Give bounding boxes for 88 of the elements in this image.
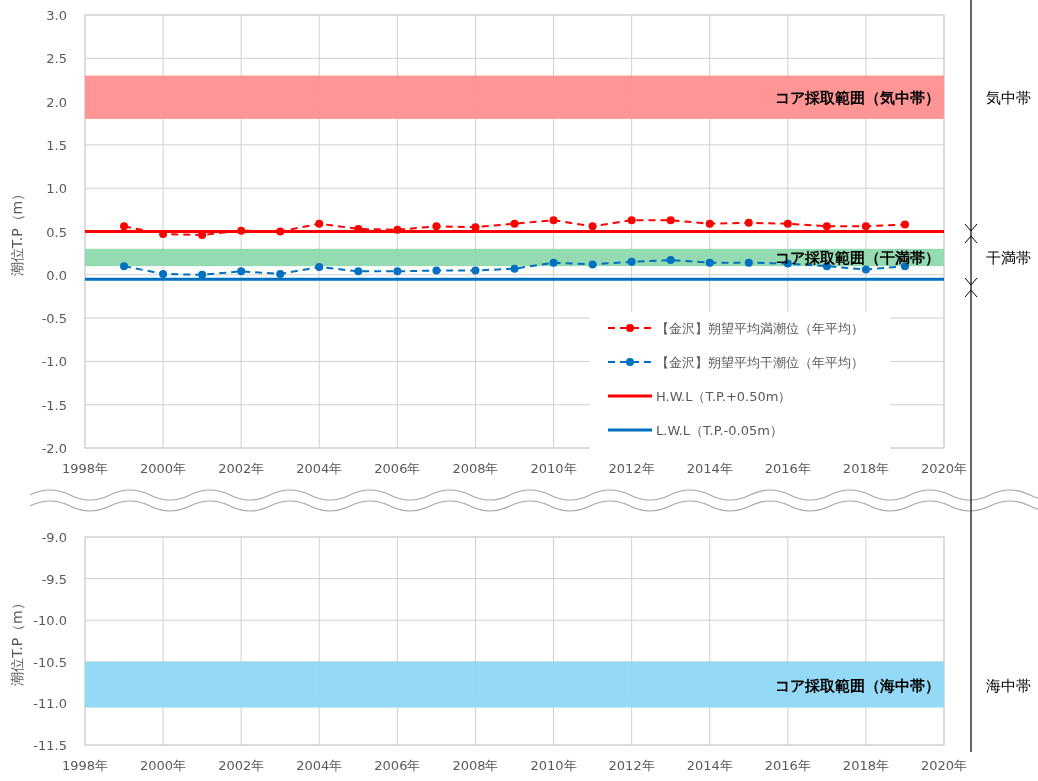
y-tick-label: -10.0 [33,613,67,629]
y-axis-title: 潮位T.P（m） [9,596,25,686]
x-tick-label: 2004年 [296,461,343,476]
point [900,220,909,229]
y-axis-title: 潮位T.P（m） [9,186,25,277]
point [276,269,285,278]
point [822,222,831,231]
band-label: コア採取範囲（気中帯） [775,89,940,108]
point [159,269,168,278]
x-tick-label: 2020年 [920,461,968,476]
text: 干満帯 [985,249,1031,268]
point [744,258,753,267]
point [120,222,129,231]
point [354,267,363,276]
point [315,263,324,272]
point [588,260,597,269]
x-tick-label: 2018年 [842,461,889,476]
legend-label: L.W.L（T.P.-0.05m） [656,423,783,438]
y-tick-label: 3.0 [46,8,67,23]
band-label: コア採取範囲（海中帯） [775,676,940,695]
point [549,216,558,225]
y-tick-label: 0.0 [46,267,67,283]
x-tick-label: 2010年 [530,461,577,476]
x-tick-label: 2008年 [452,758,499,773]
x-tick-label: 2002年 [218,758,265,773]
legend-label: H.W.L（T.P.+0.50m） [656,389,792,404]
point [744,218,753,227]
point [861,222,870,231]
x-tick-label: 2016年 [764,461,811,476]
y-tick-label: 2.5 [46,51,67,67]
point [666,256,675,265]
x-tick-label: 1998年 [61,461,109,476]
x-tick-label: 2012年 [608,758,655,773]
x-tick-label: 2014年 [686,461,733,476]
x-tick-label: 2010年 [530,758,577,773]
y-tick-label: 0.5 [46,224,67,240]
x-tick-label: 2006年 [374,758,421,773]
point [120,262,129,271]
point [510,264,519,273]
point [705,219,714,228]
point [237,267,246,276]
point [705,258,714,267]
point [627,216,636,225]
point [432,222,441,231]
point [471,266,480,275]
y-tick-label: -11.0 [33,696,67,712]
point [861,265,870,274]
y-tick-label: -1.5 [41,397,67,413]
point [549,258,558,267]
x-tick-label: 2004年 [296,758,343,773]
text: 海中帯 [985,677,1031,696]
point [393,225,402,234]
point [237,226,246,235]
point [627,257,636,266]
y-tick-label: -9.0 [41,530,67,545]
legend-label: 【金沢】朔望平均干潮位（年平均） [656,355,864,370]
y-tick-label: -10.5 [33,654,67,670]
text: 気中帯 [985,89,1031,108]
point [393,267,402,276]
point [315,219,324,228]
y-tick-label: 2.0 [46,94,67,110]
x-tick-label: 2002年 [218,461,265,476]
x-tick-label: 2020年 [920,758,968,773]
y-tick-label: -2.0 [41,441,67,456]
point [588,222,597,231]
point [666,216,675,225]
x-tick-label: 2014年 [686,758,733,773]
band-label: コア採取範囲（干満帯） [775,249,940,268]
point [198,270,207,279]
legend-label: 【金沢】朔望平均満潮位（年平均） [656,321,864,336]
x-tick-label: 2000年 [140,758,187,773]
point [783,219,792,228]
x-tick-label: 2018年 [842,758,889,773]
y-tick-label: -1.0 [41,354,67,370]
x-tick-label: 2012年 [608,461,655,476]
x-tick-label: 2016年 [764,758,811,773]
y-tick-label: -11.5 [33,738,67,753]
y-tick-label: 1.5 [46,137,67,153]
x-tick-label: 2000年 [140,461,187,476]
y-tick-label: 1.0 [46,181,67,197]
y-tick-label: -9.5 [41,571,67,587]
point [276,227,285,236]
x-tick-label: 1998年 [61,758,109,773]
x-tick-label: 2006年 [374,461,421,476]
y-tick-label: -0.5 [41,311,67,327]
point [510,219,519,228]
x-tick-label: 2008年 [452,461,499,476]
point [432,266,441,275]
